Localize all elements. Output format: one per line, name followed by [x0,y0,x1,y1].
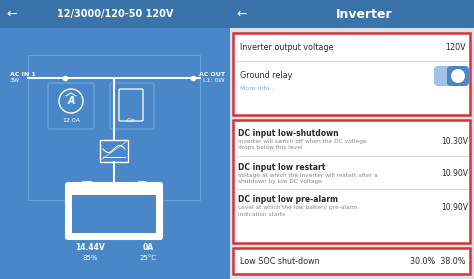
Bar [233,120,470,243]
Text: 10.90V: 10.90V [441,203,468,211]
Text: ←: ← [237,8,247,20]
FancyBboxPatch shape [66,183,162,239]
Text: 30.0%  38.0%: 30.0% 38.0% [410,256,466,266]
Text: Low SOC shut-down: Low SOC shut-down [240,256,319,266]
Bar [138,181,146,186]
Text: Ground relay: Ground relay [240,71,292,81]
Text: 25°C: 25°C [139,255,156,261]
Text: A: A [67,96,75,106]
Bar [233,248,470,274]
Text: More info...: More info... [240,85,275,90]
Text: Level at which the low battery pre-alarm: Level at which the low battery pre-alarm [238,206,357,210]
Text: 10.90V: 10.90V [441,170,468,179]
Bar [233,33,470,115]
Text: ←: ← [7,8,17,20]
Text: Inverter output voltage: Inverter output voltage [240,44,334,52]
Text: 85%: 85% [82,255,98,261]
FancyBboxPatch shape [447,66,469,86]
Bar [230,0,474,28]
Text: DC input low restart: DC input low restart [238,162,325,172]
Circle shape [451,69,465,83]
Text: 14.44V: 14.44V [75,244,105,252]
Text: Voltage at which the inverter will restart after a: Voltage at which the inverter will resta… [238,172,378,177]
Text: indication starts: indication starts [238,211,285,217]
Text: Inverter will switch off when the DC voltage: Inverter will switch off when the DC vol… [238,140,367,145]
Text: 0A: 0A [143,244,154,252]
Bar [72,195,156,233]
Text: 3W: 3W [10,78,20,83]
Text: DC input low pre-alarm: DC input low pre-alarm [238,196,338,205]
Text: DC input low-shutdown: DC input low-shutdown [238,129,338,138]
Text: Inverter: Inverter [336,8,392,20]
Text: On: On [127,119,136,124]
Text: drops below this level: drops below this level [238,146,302,150]
Text: 120V: 120V [446,44,466,52]
Text: 10.30V: 10.30V [441,136,468,146]
Bar [0,0,230,28]
Text: 12.0A: 12.0A [62,119,80,124]
Text: L1: 0W: L1: 0W [203,78,225,83]
FancyBboxPatch shape [434,66,468,86]
Text: 12/3000/120-50 120V: 12/3000/120-50 120V [57,9,173,19]
Text: AC OUT: AC OUT [199,71,225,76]
Text: AC IN 1: AC IN 1 [10,71,36,76]
Text: shutdown by low DC voltage: shutdown by low DC voltage [238,179,322,184]
Bar [230,0,474,279]
Bar [0,28,230,279]
Bar [82,181,92,186]
